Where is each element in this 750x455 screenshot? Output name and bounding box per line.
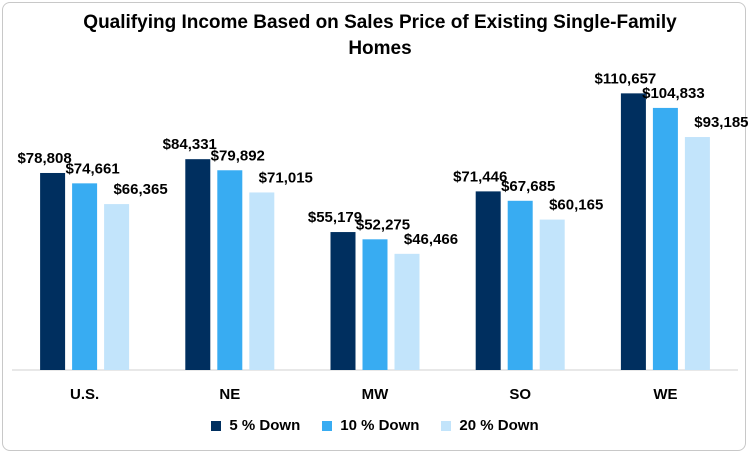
data-label: $93,185	[694, 114, 748, 131]
bar	[40, 172, 66, 370]
data-label: $74,661	[65, 160, 119, 177]
bar	[217, 170, 243, 370]
legend-swatch	[211, 420, 222, 431]
bar	[507, 200, 533, 370]
data-label: $71,015	[259, 169, 313, 186]
bar	[620, 93, 646, 371]
bar	[330, 232, 356, 370]
data-label: $67,685	[501, 178, 555, 195]
bar	[539, 219, 565, 370]
x-tick-label: WE	[653, 386, 677, 403]
legend-item: 10 % Down	[322, 417, 419, 434]
legend-swatch	[441, 420, 452, 431]
data-label: $46,466	[404, 231, 458, 248]
legend-swatch	[322, 420, 333, 431]
x-tick-label: SO	[509, 386, 531, 403]
bar	[362, 239, 388, 370]
bar	[72, 183, 98, 370]
bar	[652, 107, 678, 370]
data-label: $78,808	[17, 150, 71, 167]
bar	[684, 137, 710, 370]
bar	[104, 204, 130, 370]
data-label: $71,446	[453, 168, 507, 185]
bar	[185, 159, 211, 370]
data-label: $110,657	[595, 70, 657, 87]
data-label: $104,833	[642, 85, 705, 102]
chart-title: Qualifying Income Based on Sales Price o…	[83, 12, 677, 59]
bar	[475, 191, 501, 370]
data-label: $60,165	[549, 197, 603, 214]
bar	[249, 192, 275, 370]
data-label: $52,275	[356, 216, 410, 233]
data-label: $79,892	[211, 147, 265, 164]
legend: 5 % Down 10 % Down 20 % Down	[0, 417, 750, 434]
x-tick-label: U.S.	[70, 386, 99, 403]
legend-label: 10 % Down	[340, 417, 420, 434]
legend-item: 20 % Down	[441, 417, 539, 434]
data-label: $66,365	[113, 181, 167, 198]
x-tick-label: NE	[219, 386, 240, 403]
data-label: $84,331	[163, 136, 217, 153]
legend-item: 5 % Down	[211, 417, 300, 434]
legend-label: 5 % Down	[229, 417, 301, 434]
data-label: $55,179	[308, 209, 362, 226]
legend-label: 20 % Down	[459, 417, 539, 434]
bar	[394, 253, 420, 370]
x-tick-label: MW	[362, 386, 389, 403]
